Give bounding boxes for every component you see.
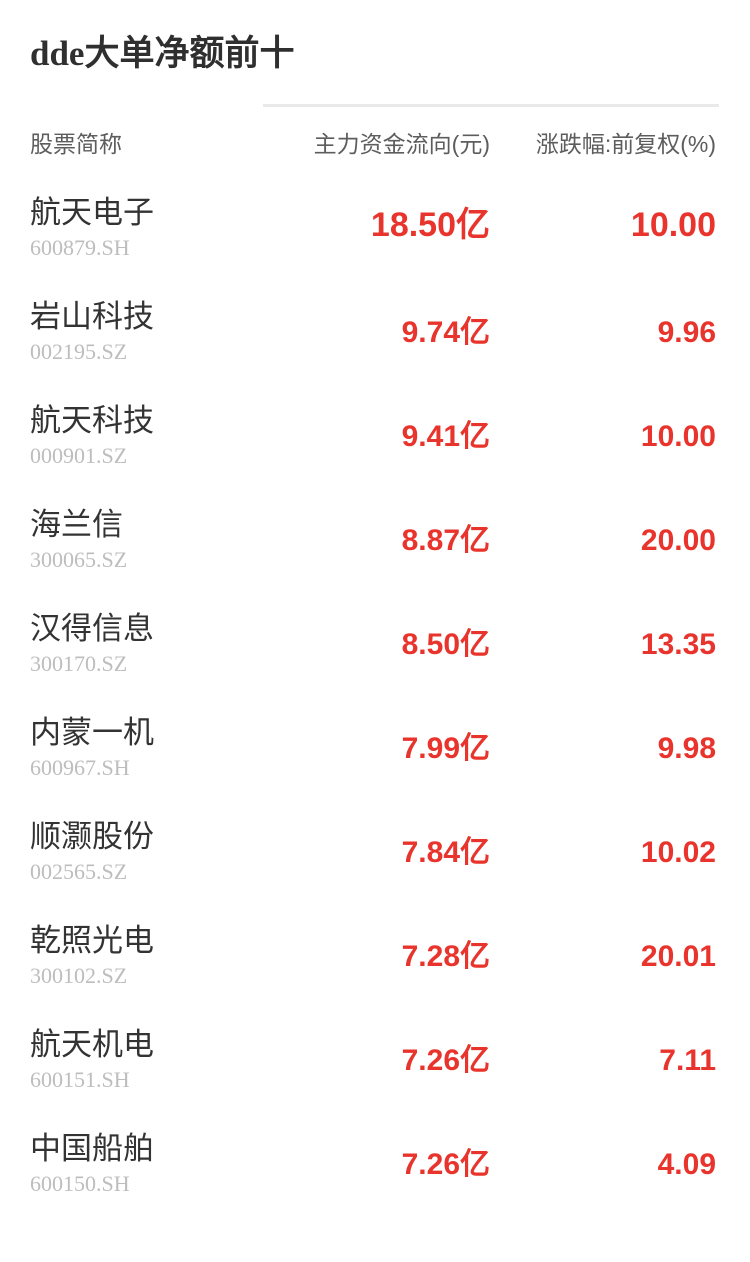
table-row[interactable]: 顺灏股份 002565.SZ 7.84亿 10.02	[0, 810, 750, 914]
stock-identity-cell[interactable]: 海兰信 300065.SZ	[30, 506, 260, 574]
stock-code: 300102.SZ	[30, 963, 128, 988]
column-header-change-pct: 涨跌幅:前复权(%)	[535, 131, 716, 157]
header-divider	[263, 104, 719, 107]
table-row[interactable]: 内蒙一机 600967.SH 7.99亿 9.98	[0, 706, 750, 810]
stock-identity-cell[interactable]: 乾照光电 300102.SZ	[30, 922, 260, 990]
stock-name: 内蒙一机	[30, 715, 154, 750]
table-header: 股票简称 主力资金流向(元) 涨跌幅:前复权(%)	[0, 126, 750, 166]
change-pct-value: 10.00	[640, 420, 716, 453]
stock-code: 600151.SH	[30, 1067, 130, 1092]
table-row[interactable]: 中国船舶 600150.SH 7.26亿 4.09	[0, 1122, 750, 1226]
change-pct-value: 10.02	[640, 836, 716, 869]
stock-name: 乾照光电	[30, 923, 154, 958]
stock-code: 300065.SZ	[30, 547, 128, 572]
change-pct-value: 10.00	[630, 206, 716, 244]
table-row[interactable]: 航天科技 000901.SZ 9.41亿 10.00	[0, 394, 750, 498]
table-row[interactable]: 岩山科技 002195.SZ 9.74亿 9.96	[0, 290, 750, 394]
change-pct-value: 9.98	[657, 732, 716, 765]
main-capital-flow-value: 7.26亿	[401, 1148, 490, 1181]
main-capital-flow-value: 7.99亿	[401, 732, 490, 765]
stock-identity-cell[interactable]: 航天机电 600151.SH	[30, 1026, 260, 1094]
stock-name: 海兰信	[30, 507, 123, 542]
column-header-main-capital-flow: 主力资金流向(元)	[313, 131, 490, 157]
table-row[interactable]: 汉得信息 300170.SZ 8.50亿 13.35	[0, 602, 750, 706]
column-header-name: 股票简称	[30, 131, 122, 157]
stock-code: 600879.SH	[30, 235, 130, 260]
stock-code: 600967.SH	[30, 755, 130, 780]
change-pct-value: 13.35	[640, 628, 716, 661]
stock-name: 中国船舶	[30, 1131, 154, 1166]
table-row[interactable]: 航天机电 600151.SH 7.26亿 7.11	[0, 1018, 750, 1122]
stock-identity-cell[interactable]: 汉得信息 300170.SZ	[30, 610, 260, 678]
page-title: dde大单净额前十	[30, 33, 294, 75]
page-title-text: dde大单净额前十	[30, 33, 294, 75]
stock-name: 顺灏股份	[30, 819, 154, 854]
page-title-cjk: 大单净额前十	[84, 34, 295, 73]
main-capital-flow-value: 18.50亿	[370, 206, 490, 244]
stock-name: 航天机电	[30, 1027, 154, 1062]
main-capital-flow-value: 8.50亿	[401, 628, 490, 661]
table-row[interactable]: 海兰信 300065.SZ 8.87亿 20.00	[0, 498, 750, 602]
table-row[interactable]: 乾照光电 300102.SZ 7.28亿 20.01	[0, 914, 750, 1018]
stock-code: 000901.SZ	[30, 443, 128, 468]
stock-code: 600150.SH	[30, 1171, 130, 1196]
main-capital-flow-value: 9.41亿	[401, 420, 490, 453]
stock-identity-cell[interactable]: 航天科技 000901.SZ	[30, 402, 260, 470]
change-pct-value: 20.00	[640, 524, 716, 557]
stock-identity-cell[interactable]: 岩山科技 002195.SZ	[30, 298, 260, 366]
stock-code: 002195.SZ	[30, 339, 128, 364]
change-pct-value: 20.01	[640, 940, 716, 973]
main-capital-flow-value: 7.84亿	[401, 836, 490, 869]
stock-identity-cell[interactable]: 内蒙一机 600967.SH	[30, 714, 260, 782]
stock-identity-cell[interactable]: 顺灏股份 002565.SZ	[30, 818, 260, 886]
stock-name: 航天电子	[30, 195, 154, 230]
main-capital-flow-value: 7.28亿	[401, 940, 490, 973]
main-capital-flow-value: 7.26亿	[401, 1044, 490, 1077]
table-body: 航天电子 600879.SH 18.50亿 10.00 岩山科技 002195.…	[0, 186, 750, 1226]
change-pct-value: 7.11	[659, 1044, 716, 1077]
page-title-latin: dde	[30, 34, 85, 73]
stock-identity-cell[interactable]: 航天电子 600879.SH	[30, 194, 260, 262]
main-capital-flow-value: 9.74亿	[401, 316, 490, 349]
main-capital-flow-value: 8.87亿	[401, 524, 490, 557]
change-pct-value: 4.09	[657, 1148, 716, 1181]
stock-name: 岩山科技	[30, 299, 154, 334]
stock-code: 300170.SZ	[30, 651, 128, 676]
stock-identity-cell[interactable]: 中国船舶 600150.SH	[30, 1130, 260, 1198]
stock-name: 航天科技	[30, 403, 154, 438]
stock-name: 汉得信息	[30, 611, 154, 646]
change-pct-value: 9.96	[657, 316, 716, 349]
stock-code: 002565.SZ	[30, 859, 128, 884]
table-row[interactable]: 航天电子 600879.SH 18.50亿 10.00	[0, 186, 750, 290]
